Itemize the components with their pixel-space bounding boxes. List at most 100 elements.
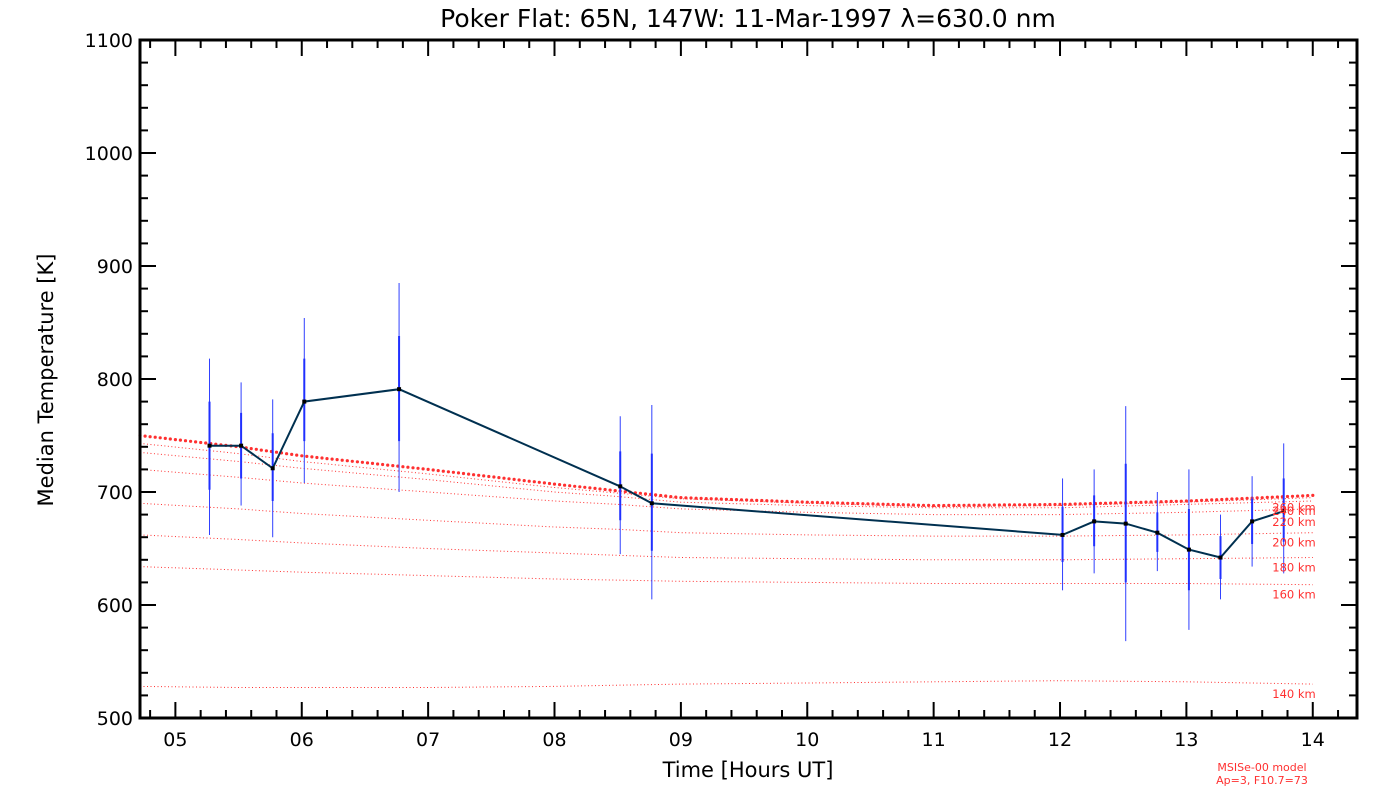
model-exospheric-dot — [573, 484, 577, 488]
model-exospheric-dot — [285, 452, 289, 456]
model-exospheric-dot — [603, 487, 607, 492]
model-exospheric-dot — [310, 455, 314, 459]
model-exospheric-dot — [183, 439, 188, 443]
model-exospheric-dot — [1048, 502, 1052, 507]
model-exospheric-dot — [558, 483, 562, 487]
model-exospheric-dot — [891, 502, 895, 507]
model-exospheric-dot — [472, 473, 476, 477]
model-exospheric-dot — [1103, 501, 1108, 505]
model-exospheric-dot — [972, 503, 976, 507]
model-exospheric-dot — [588, 486, 592, 490]
model-exospheric-dot — [305, 454, 309, 458]
model-exospheric-dot — [932, 504, 936, 508]
data-series-layer — [207, 387, 1286, 560]
model-exospheric-dot — [770, 499, 774, 503]
altitude-label-160km: 160 km — [1272, 588, 1315, 602]
model-exospheric-dot — [451, 470, 455, 474]
model-exospheric-dot — [330, 457, 334, 461]
model-exospheric-dot — [613, 489, 617, 493]
model-exospheric-dot — [1265, 495, 1269, 499]
model-exospheric-dot — [1200, 498, 1204, 502]
model-exospheric-dot — [1260, 496, 1264, 500]
model-exospheric-dot — [1225, 497, 1229, 501]
model-exospheric-dot — [532, 480, 536, 484]
model-exospheric-dot — [937, 503, 941, 508]
model-exospheric-dot — [856, 501, 860, 506]
model-exospheric-dot — [502, 476, 506, 480]
model-curve-240km — [139, 451, 1313, 509]
model-exospheric-dot — [755, 498, 759, 502]
model-exospheric-dot — [901, 503, 905, 507]
model-exospheric-dot — [492, 475, 496, 479]
model-exospheric-dot — [254, 447, 258, 451]
model-exospheric-dot — [881, 502, 885, 506]
model-exospheric-dot — [750, 498, 754, 502]
model-exospheric-dot — [1210, 498, 1214, 502]
model-exospheric-dot — [921, 503, 926, 507]
model-exospheric-dot — [153, 435, 157, 439]
model-exospheric-dot — [836, 501, 840, 505]
model-exospheric-dot — [1184, 499, 1188, 503]
model-exospheric-dot — [1164, 500, 1168, 504]
model-name-note: MSISe-00 model — [1217, 761, 1306, 774]
model-exospheric-dot — [158, 436, 162, 440]
model-exospheric-dot — [163, 436, 167, 440]
model-exospheric-dot — [477, 473, 481, 477]
model-exospheric-dot — [406, 465, 410, 469]
model-exospheric-dot — [1139, 500, 1143, 504]
model-exospheric-dot — [315, 455, 319, 460]
data-point — [1250, 519, 1255, 524]
y-tick-label: 1100 — [85, 30, 133, 52]
model-exospheric-dot — [360, 460, 364, 464]
model-exospheric-dot — [517, 478, 521, 482]
data-point — [1218, 555, 1223, 560]
model-exospheric-dot — [760, 498, 764, 503]
model-exospheric-dot — [689, 496, 693, 500]
x-tick-label: 06 — [290, 729, 314, 751]
x-tick-label: 09 — [669, 729, 693, 751]
model-exospheric-dot — [906, 503, 911, 507]
model-exospheric-dot — [370, 461, 375, 465]
model-exospheric-dot — [1134, 500, 1138, 504]
data-point — [1155, 530, 1160, 535]
model-exospheric-dot — [325, 457, 329, 461]
msis-model-layer — [138, 433, 1315, 688]
temperature-line — [209, 388, 1285, 559]
model-exospheric-dot — [446, 470, 450, 474]
model-exospheric-dot — [386, 463, 390, 467]
y-tick-label: 700 — [97, 482, 133, 504]
model-curve-200km — [139, 502, 1313, 537]
model-curve-180km — [139, 534, 1313, 561]
model-exospheric-dot — [295, 453, 299, 457]
model-exospheric-dot — [320, 456, 324, 460]
model-exospheric-dot — [1301, 494, 1305, 498]
model-exospheric-dot — [1053, 502, 1057, 507]
model-exospheric-dot — [709, 497, 713, 501]
model-exospheric-dot — [638, 491, 643, 495]
model-exospheric-dot — [431, 468, 435, 472]
model-exospheric-dot — [1245, 496, 1249, 500]
model-exospheric-dot — [194, 440, 198, 444]
model-exospheric-dot — [1179, 499, 1183, 503]
model-exospheric-dot — [1038, 503, 1042, 507]
model-exospheric-dot — [866, 502, 870, 506]
model-exospheric-dot — [987, 503, 991, 507]
model-exospheric-dot — [1129, 500, 1133, 505]
model-exospheric-dot — [1114, 501, 1118, 505]
model-exospheric-dot — [189, 439, 193, 443]
x-tick-label: 12 — [1048, 729, 1072, 751]
model-exospheric-dot — [1240, 497, 1244, 501]
model-params-note: Ap=3, F10.7=73 — [1216, 774, 1308, 787]
model-exospheric-dot — [694, 496, 698, 500]
model-exospheric-dot — [916, 503, 921, 507]
x-tick-label: 07 — [416, 729, 440, 751]
model-exospheric-dot — [416, 466, 420, 470]
model-exospheric-dot — [1012, 503, 1017, 507]
model-exospheric-dot — [436, 469, 440, 473]
model-exospheric-dot — [1078, 502, 1082, 506]
model-exospheric-dot — [608, 488, 612, 492]
model-exospheric-dot — [497, 476, 501, 480]
model-exospheric-dot — [1296, 494, 1300, 498]
model-exospheric-dot — [1109, 501, 1113, 505]
model-curve-160km — [139, 566, 1313, 586]
